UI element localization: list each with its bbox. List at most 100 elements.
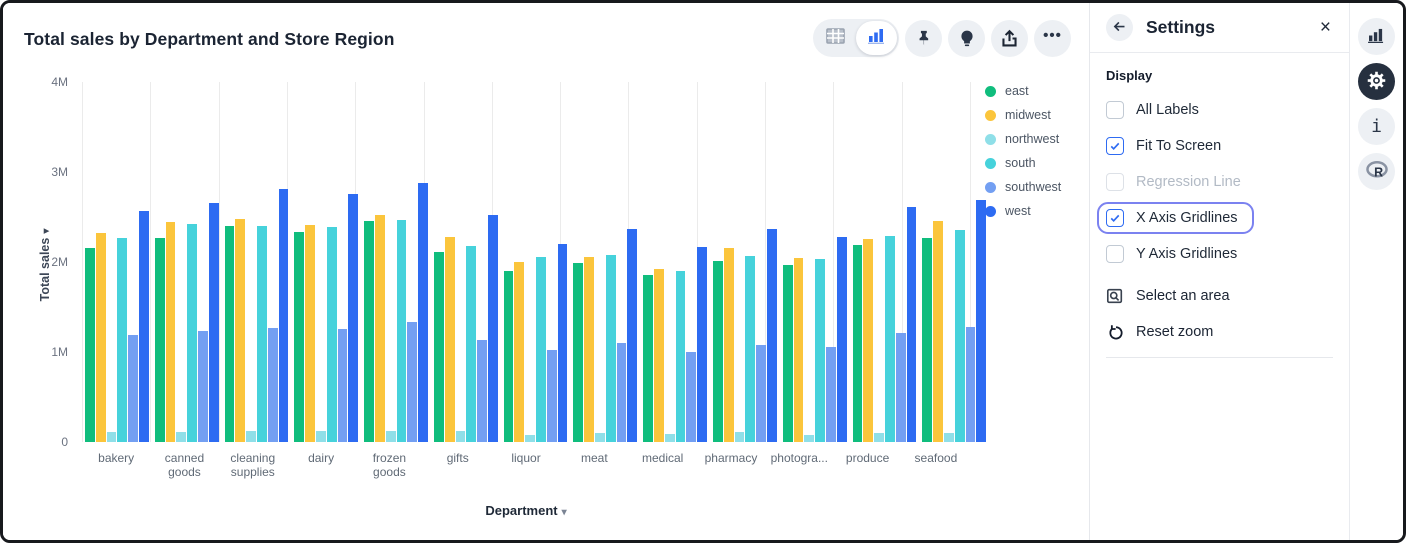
bar-northwest-medical[interactable]: [664, 434, 675, 442]
bar-south-dairy[interactable]: [326, 227, 337, 442]
bar-northwest-bakery[interactable]: [106, 432, 117, 442]
bar-south-liquor[interactable]: [536, 257, 546, 442]
bar-northwest-cleaning-supplies[interactable]: [246, 431, 256, 442]
bar-west-canned-goods[interactable]: [208, 203, 219, 442]
bar-midwest-produce[interactable]: [863, 239, 874, 442]
bar-east-frozen-goods[interactable]: [364, 221, 374, 442]
bar-west-meat[interactable]: [627, 229, 638, 442]
chart-view-button[interactable]: [856, 21, 897, 55]
bar-midwest-gifts[interactable]: [444, 237, 455, 442]
bar-midwest-liquor[interactable]: [514, 262, 525, 442]
bar-east-cleaning-supplies[interactable]: [224, 226, 235, 442]
bar-west-pharmacy[interactable]: [767, 229, 777, 442]
bar-east-gifts[interactable]: [433, 252, 444, 442]
bar-east-dairy[interactable]: [294, 232, 305, 442]
bar-west-frozen-goods[interactable]: [418, 183, 428, 442]
checkbox-fit-to-screen[interactable]: [1106, 137, 1124, 155]
bar-west-photogra-[interactable]: [836, 237, 847, 442]
bar-south-pharmacy[interactable]: [745, 256, 756, 442]
rail-info-button[interactable]: i: [1358, 108, 1395, 145]
rail-settings-button[interactable]: [1358, 63, 1395, 100]
more-button[interactable]: •••: [1034, 19, 1071, 57]
bar-midwest-dairy[interactable]: [305, 225, 315, 442]
pin-button[interactable]: [905, 19, 942, 57]
bar-midwest-medical[interactable]: [654, 269, 664, 442]
legend-item-south[interactable]: south: [985, 151, 1061, 175]
bar-southwest-frozen-goods[interactable]: [407, 322, 418, 442]
rail-chart-button[interactable]: [1358, 18, 1395, 55]
bar-south-canned-goods[interactable]: [187, 224, 197, 442]
bar-midwest-pharmacy[interactable]: [723, 248, 734, 442]
bar-midwest-canned-goods[interactable]: [165, 222, 176, 442]
bar-south-frozen-goods[interactable]: [396, 220, 407, 442]
bar-east-canned-goods[interactable]: [154, 238, 165, 442]
bar-southwest-bakery[interactable]: [128, 335, 138, 442]
bar-northwest-photogra-[interactable]: [804, 435, 815, 442]
legend-item-northwest[interactable]: northwest: [985, 127, 1061, 151]
bar-south-seafood[interactable]: [954, 230, 965, 442]
bar-northwest-produce[interactable]: [874, 433, 884, 442]
bar-west-medical[interactable]: [697, 247, 708, 442]
bar-east-seafood[interactable]: [922, 238, 933, 442]
bar-south-medical[interactable]: [675, 271, 686, 442]
bar-southwest-photogra-[interactable]: [826, 347, 836, 442]
bar-east-produce[interactable]: [852, 245, 863, 442]
bar-northwest-canned-goods[interactable]: [176, 432, 187, 442]
bar-northwest-frozen-goods[interactable]: [385, 431, 396, 442]
checkbox-all-labels[interactable]: [1106, 101, 1124, 119]
checkbox-row-y-axis-gridlines[interactable]: Y Axis Gridlines: [1106, 243, 1333, 265]
legend-item-west[interactable]: west: [985, 199, 1061, 223]
checkbox-x-axis-gridlines[interactable]: [1106, 209, 1124, 227]
bar-west-bakery[interactable]: [138, 211, 149, 442]
bar-south-bakery[interactable]: [117, 238, 128, 442]
bar-midwest-photogra-[interactable]: [793, 258, 804, 442]
bar-northwest-liquor[interactable]: [525, 435, 536, 442]
bar-midwest-bakery[interactable]: [95, 233, 106, 442]
bar-south-produce[interactable]: [884, 236, 895, 442]
bar-southwest-cleaning-supplies[interactable]: [267, 328, 278, 442]
bar-west-liquor[interactable]: [557, 244, 568, 442]
table-view-button[interactable]: [815, 21, 856, 55]
checkbox-row-all-labels[interactable]: All Labels: [1106, 99, 1333, 121]
checkbox-y-axis-gridlines[interactable]: [1106, 245, 1124, 263]
checkbox-row-x-axis-gridlines[interactable]: X Axis Gridlines: [1097, 202, 1333, 234]
bar-southwest-liquor[interactable]: [546, 350, 557, 442]
bar-midwest-seafood[interactable]: [933, 221, 943, 442]
bar-southwest-pharmacy[interactable]: [756, 345, 767, 442]
bar-midwest-frozen-goods[interactable]: [374, 215, 385, 442]
bar-west-produce[interactable]: [906, 207, 917, 442]
bar-southwest-dairy[interactable]: [337, 329, 348, 442]
bar-east-liquor[interactable]: [503, 271, 514, 442]
bar-east-meat[interactable]: [573, 263, 584, 442]
checkbox-row-fit-to-screen[interactable]: Fit To Screen: [1106, 135, 1333, 157]
bar-east-pharmacy[interactable]: [713, 261, 723, 442]
close-button[interactable]: ×: [1316, 16, 1335, 39]
bar-east-bakery[interactable]: [85, 248, 95, 442]
bar-south-photogra-[interactable]: [815, 259, 825, 442]
bar-northwest-seafood[interactable]: [943, 433, 954, 442]
bar-east-medical[interactable]: [643, 275, 654, 442]
bar-west-seafood[interactable]: [976, 200, 987, 442]
legend-item-southwest[interactable]: southwest: [985, 175, 1061, 199]
legend-item-midwest[interactable]: midwest: [985, 103, 1061, 127]
bar-southwest-medical[interactable]: [686, 352, 697, 442]
rail-r-button[interactable]: R: [1358, 153, 1395, 190]
bar-southwest-produce[interactable]: [895, 333, 906, 442]
bar-west-cleaning-supplies[interactable]: [278, 189, 289, 442]
bar-west-dairy[interactable]: [348, 194, 359, 442]
bar-northwest-pharmacy[interactable]: [734, 432, 745, 442]
bar-east-photogra-[interactable]: [782, 265, 793, 442]
x-axis-title[interactable]: Department ▾: [485, 503, 567, 518]
bar-southwest-seafood[interactable]: [965, 327, 976, 442]
bar-northwest-gifts[interactable]: [455, 431, 466, 442]
bar-southwest-gifts[interactable]: [477, 340, 487, 442]
bar-south-gifts[interactable]: [466, 246, 477, 442]
bar-south-meat[interactable]: [605, 255, 616, 442]
bar-midwest-cleaning-supplies[interactable]: [235, 219, 246, 442]
bar-northwest-dairy[interactable]: [315, 431, 326, 442]
reset-zoom-button[interactable]: Reset zoom: [1106, 321, 1333, 343]
bar-northwest-meat[interactable]: [595, 433, 605, 442]
bar-southwest-meat[interactable]: [616, 343, 627, 442]
share-button[interactable]: [991, 19, 1028, 57]
bar-midwest-meat[interactable]: [584, 257, 595, 442]
